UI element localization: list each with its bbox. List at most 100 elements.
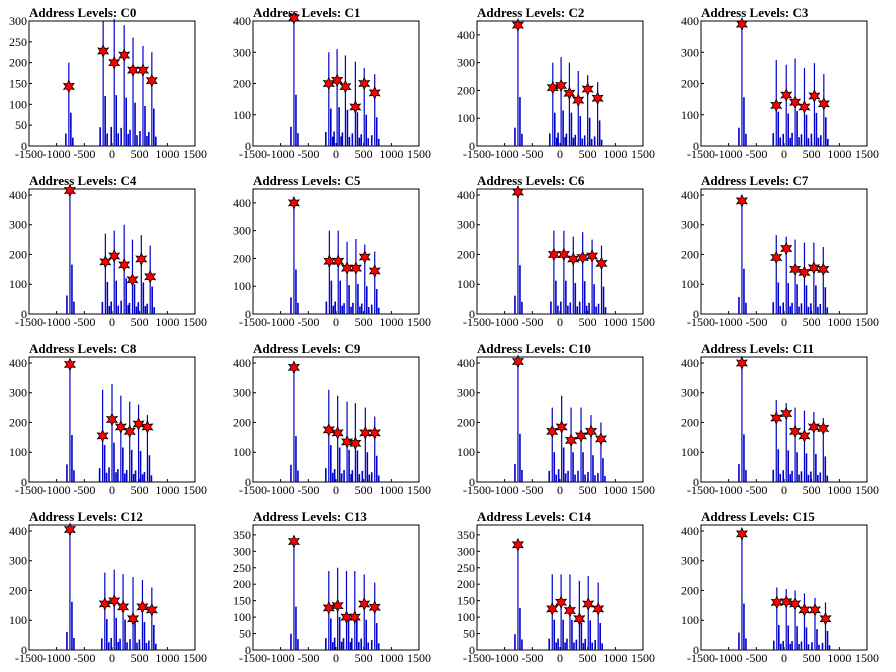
y-tick-label: 200 [233, 415, 251, 429]
y-tick-label: 100 [681, 445, 699, 459]
y-tick-label: 50 [239, 627, 251, 641]
y-tick-label: 100 [9, 613, 27, 627]
x-tick-label: -1500 [239, 651, 267, 665]
peak-star-marker [770, 250, 783, 265]
y-tick-label: 300 [9, 218, 27, 232]
x-tick-label: 0 [781, 651, 787, 665]
peak-star-marker [368, 425, 381, 440]
peak-star-marker [323, 254, 336, 269]
peak-star-marker [546, 601, 559, 616]
y-tick-label: 200 [9, 415, 27, 429]
x-tick-label: 0 [333, 483, 339, 497]
chart-title: Address Levels: C4 [29, 173, 137, 188]
y-tick-label: 200 [457, 247, 475, 261]
x-tick-label: 1500 [183, 315, 207, 329]
y-tick-label: 0 [693, 643, 699, 657]
x-tick-label: 500 [579, 651, 597, 665]
x-tick-label: 500 [131, 147, 149, 161]
x-tick-label: 1000 [827, 315, 851, 329]
chart-panel: Address Levels: C1 0 100 200 300 400 -1500 -100… [233, 5, 431, 161]
peak-star-marker [735, 193, 748, 208]
x-tick-label: 500 [131, 315, 149, 329]
peak-star-marker [339, 79, 352, 94]
peak-star-marker [105, 412, 119, 427]
x-tick-label: 1000 [603, 483, 627, 497]
x-tick-label: -500 [73, 315, 95, 329]
x-tick-label: 0 [557, 147, 563, 161]
peak-star-marker [349, 261, 362, 276]
peak-star-marker [594, 431, 607, 446]
x-tick-label: -1500 [463, 315, 491, 329]
peak-star-marker [770, 411, 783, 426]
peak-star-marker [735, 355, 748, 370]
chart-panel: Address Levels: C3 0 100 200 300 400 -1500 -100… [681, 5, 879, 161]
y-tick-label: 400 [9, 356, 27, 370]
x-tick-label: -1000 [491, 315, 519, 329]
y-tick-label: 200 [233, 251, 251, 265]
peak-star-marker [546, 424, 559, 439]
peak-star-marker [63, 522, 76, 537]
y-tick-label: 200 [457, 83, 475, 97]
y-tick-label: 0 [469, 475, 475, 489]
chart-title: Address Levels: C13 [253, 509, 367, 524]
plot-frame [700, 524, 868, 651]
y-tick-label: 100 [457, 610, 475, 624]
x-tick-label: -1500 [15, 315, 43, 329]
peak-star-marker [126, 272, 139, 287]
x-tick-label: -500 [745, 483, 767, 497]
chart-panel: Address Levels: C9 0 100 200 300 400 -1500 -100… [233, 341, 431, 497]
y-tick-label: 200 [681, 247, 699, 261]
x-tick-label: -500 [73, 483, 95, 497]
x-tick-label: -500 [73, 147, 95, 161]
x-tick-label: -1000 [43, 483, 71, 497]
peak-star-marker [358, 250, 371, 265]
x-tick-label: 1500 [407, 483, 431, 497]
x-tick-label: -1000 [715, 651, 743, 665]
x-tick-label: -1000 [491, 147, 519, 161]
x-tick-label: -1000 [267, 147, 295, 161]
peak-star-marker [770, 98, 783, 113]
plot-frame [252, 524, 420, 651]
x-tick-label: 500 [579, 147, 597, 161]
x-tick-label: 0 [109, 315, 115, 329]
x-tick-label: 0 [557, 315, 563, 329]
x-tick-label: 1500 [631, 315, 655, 329]
x-tick-label: -1000 [491, 483, 519, 497]
peak-star-marker [359, 425, 372, 440]
peak-star-marker [349, 436, 362, 451]
peak-star-marker [511, 354, 524, 369]
y-tick-label: 0 [693, 139, 699, 153]
chart-title: Address Levels: C11 [701, 341, 814, 356]
peak-star-marker [287, 195, 300, 210]
y-tick-label: 100 [457, 111, 475, 125]
x-tick-label: 0 [109, 483, 115, 497]
chart-title: Address Levels: C10 [477, 341, 591, 356]
peak-star-marker [807, 260, 820, 275]
chart-panel: Address Levels: C8 0 100 200 300 400 -1500 -100… [9, 341, 207, 497]
peak-star-marker [511, 184, 524, 199]
y-tick-label: 200 [9, 247, 27, 261]
peak-star-marker [798, 265, 811, 280]
chart-title: Address Levels: C8 [29, 341, 137, 356]
x-tick-label: 500 [355, 651, 373, 665]
peak-star-marker [331, 598, 344, 613]
peak-star-marker [135, 251, 148, 266]
chart-panel: Address Levels: C11 0 100 200 300 400 -1500 -10… [681, 341, 879, 497]
peak-star-marker [574, 428, 588, 443]
x-tick-label: 0 [557, 651, 563, 665]
x-tick-label: -1500 [687, 147, 715, 161]
peak-star-marker [511, 537, 524, 552]
x-tick-label: -500 [297, 483, 319, 497]
peak-star-marker [96, 428, 109, 443]
peak-star-marker [770, 595, 783, 610]
y-tick-label: 100 [681, 613, 699, 627]
y-tick-label: 0 [245, 475, 251, 489]
y-tick-label: 400 [457, 356, 475, 370]
x-tick-label: -1000 [43, 147, 71, 161]
x-tick-label: 1500 [183, 483, 207, 497]
x-tick-label: 1000 [827, 147, 851, 161]
y-tick-label: 300 [233, 386, 251, 400]
x-tick-label: -500 [521, 651, 543, 665]
peak-star-marker [789, 424, 802, 439]
x-tick-label: -1000 [267, 651, 295, 665]
